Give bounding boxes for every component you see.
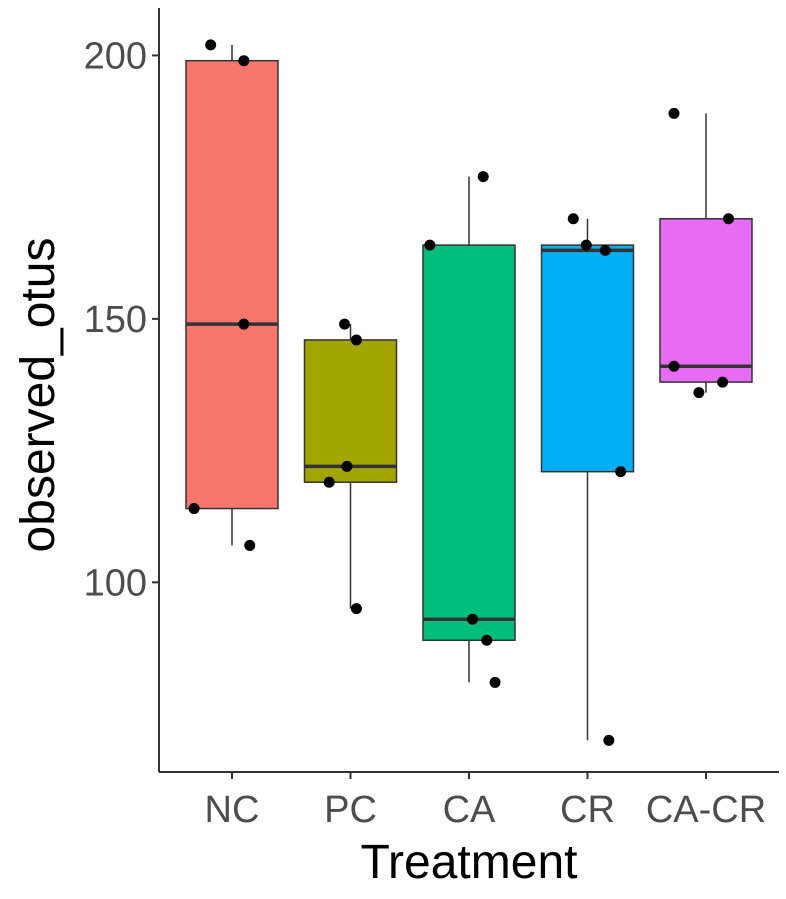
box-cr bbox=[540, 244, 635, 473]
x-tick-label: NC bbox=[205, 789, 260, 831]
data-point bbox=[477, 171, 489, 183]
data-point bbox=[599, 244, 611, 256]
data-point bbox=[603, 734, 615, 746]
box-nc bbox=[185, 59, 279, 510]
data-point bbox=[188, 503, 200, 515]
x-tick-label: CR bbox=[560, 789, 615, 831]
x-tick-label: PC bbox=[324, 789, 377, 831]
x-tick-label: CA-CR bbox=[646, 789, 766, 831]
data-point bbox=[238, 55, 250, 67]
x-tick-label: CA bbox=[443, 789, 496, 831]
data-point bbox=[341, 460, 353, 472]
data-point bbox=[489, 676, 501, 688]
axes-layer bbox=[152, 8, 779, 779]
box-ca-cr bbox=[659, 218, 753, 383]
x-axis-title: Treatment bbox=[361, 836, 578, 889]
data-point bbox=[481, 634, 493, 646]
data-point bbox=[238, 318, 250, 330]
y-tick-label: 100 bbox=[84, 562, 147, 604]
data-point bbox=[350, 603, 362, 615]
data-point bbox=[567, 213, 579, 225]
boxes-layer bbox=[185, 44, 753, 741]
data-point bbox=[723, 213, 735, 225]
data-point bbox=[580, 239, 592, 251]
data-point bbox=[350, 334, 362, 346]
data-point bbox=[693, 387, 705, 399]
data-point bbox=[668, 360, 680, 372]
data-point bbox=[467, 613, 479, 625]
data-point bbox=[205, 39, 217, 51]
points-layer bbox=[188, 39, 735, 746]
box-ca bbox=[422, 244, 516, 642]
data-point bbox=[615, 466, 627, 478]
data-point bbox=[244, 539, 256, 551]
data-point bbox=[668, 107, 680, 119]
data-point bbox=[717, 376, 729, 388]
labels-layer: 100 150 200 NC PC CA CR CA-CR bbox=[84, 35, 767, 831]
y-tick-label: 150 bbox=[84, 299, 147, 341]
data-point bbox=[339, 318, 351, 330]
y-axis-title: observed_otus bbox=[12, 238, 65, 553]
box-pc bbox=[303, 339, 398, 483]
data-point bbox=[424, 239, 436, 251]
y-tick-label: 200 bbox=[84, 35, 147, 77]
data-point bbox=[323, 476, 335, 488]
